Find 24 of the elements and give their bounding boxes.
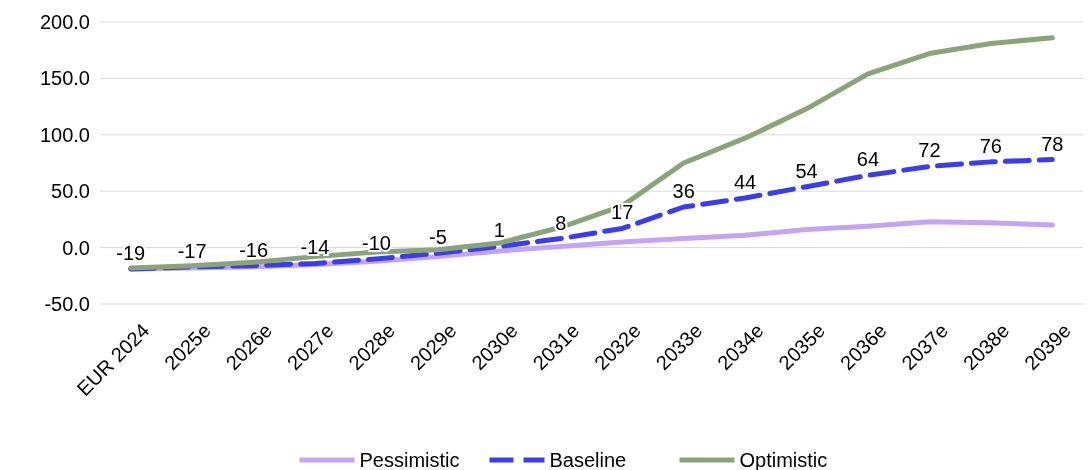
data-label: 44 [733, 170, 757, 193]
data-label: -14 [300, 236, 330, 259]
data-label: -19 [116, 242, 146, 265]
y-tick-label: 0.0 [62, 236, 90, 259]
data-label: -10 [362, 231, 391, 254]
y-tick-label: 50.0 [51, 180, 90, 203]
data-label: -5 [429, 226, 447, 249]
data-label: 36 [672, 179, 695, 202]
data-label: 17 [611, 201, 634, 224]
data-label: -17 [177, 239, 207, 262]
data-label: 64 [856, 148, 880, 171]
data-label: 76 [979, 134, 1002, 157]
data-label: 72 [918, 139, 941, 162]
data-label: 8 [555, 211, 567, 234]
legend-label: Pessimistic [359, 449, 460, 470]
data-label: -16 [239, 238, 269, 261]
y-tick-label: 150.0 [39, 67, 90, 90]
data-label: 78 [1041, 132, 1064, 155]
y-tick-label: -50.0 [44, 293, 90, 315]
data-label: 54 [795, 159, 818, 182]
legend-label: Baseline [549, 449, 627, 470]
y-tick-label: 100.0 [39, 123, 90, 146]
y-tick-label: 200.0 [39, 11, 90, 33]
data-label: 1 [493, 219, 505, 242]
